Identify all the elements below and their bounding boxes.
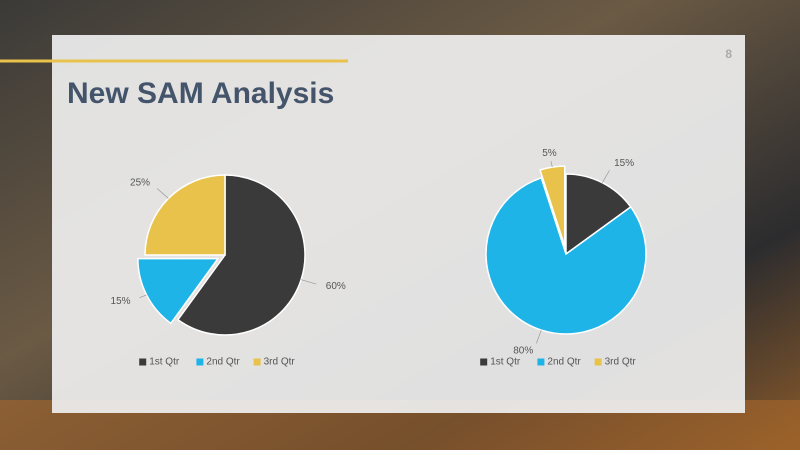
- pie-slice: [565, 173, 632, 256]
- leader-line: [602, 170, 610, 183]
- legend-label: 3rd Qtr: [264, 357, 296, 368]
- slide-title: New SAM Analysis: [67, 77, 334, 110]
- legend-label: 2nd Qtr: [547, 357, 581, 368]
- data-label: 5%: [542, 148, 557, 159]
- legend-label: 1st Qtr: [490, 357, 521, 368]
- leader-line: [550, 161, 553, 168]
- legend-label: 3rd Qtr: [605, 357, 637, 368]
- leader-line: [156, 188, 169, 199]
- legend-label: 2nd Qtr: [206, 357, 240, 368]
- data-label: 15%: [111, 296, 131, 307]
- legend-label: 1st Qtr: [149, 357, 180, 368]
- pie-slice: [485, 176, 647, 335]
- pie-slice: [137, 257, 220, 325]
- legend-swatch: [253, 358, 261, 366]
- leader-line: [536, 329, 542, 344]
- legend-swatch: [537, 358, 545, 366]
- pie-slice: [176, 174, 306, 336]
- legend-swatch: [196, 358, 204, 366]
- page-number: 8: [725, 47, 732, 61]
- legend-swatch: [594, 358, 602, 366]
- data-label: 15%: [614, 158, 634, 169]
- legend-swatch: [480, 358, 488, 366]
- data-label: 80%: [513, 346, 533, 357]
- leader-line: [139, 294, 147, 299]
- data-label: 60%: [326, 281, 346, 292]
- legend-swatch: [139, 358, 147, 366]
- data-label: 25%: [130, 178, 150, 189]
- pie-slice: [144, 174, 226, 256]
- leader-line: [300, 279, 317, 285]
